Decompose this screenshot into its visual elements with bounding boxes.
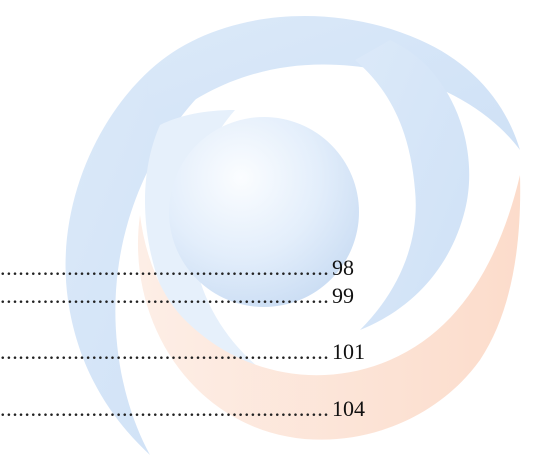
toc-dot-leader: ........................................…	[0, 255, 328, 280]
watermark-sphere	[169, 117, 359, 307]
watermark-blue-left-arc	[65, 70, 215, 455]
toc-page-number: 98	[332, 255, 354, 280]
watermark-blue-right-arc	[355, 40, 470, 330]
watermark-orange-arc	[137, 175, 521, 440]
toc-entry[interactable]: ........................................…	[0, 255, 372, 281]
toc-dot-leader: ........................................…	[0, 283, 328, 308]
watermark-blue-top-arc	[148, 15, 520, 150]
toc-entry[interactable]: ........................................…	[0, 339, 384, 365]
toc-page-number: 99	[332, 283, 354, 308]
toc-page-number: 104	[332, 396, 365, 421]
toc-dot-leader: ........................................…	[0, 396, 328, 421]
toc-dot-leader: ........................................…	[0, 339, 328, 364]
toc-page-number: 101	[332, 339, 365, 364]
toc-entry[interactable]: ........................................…	[0, 283, 372, 309]
toc-entry[interactable]: ........................................…	[0, 396, 384, 422]
